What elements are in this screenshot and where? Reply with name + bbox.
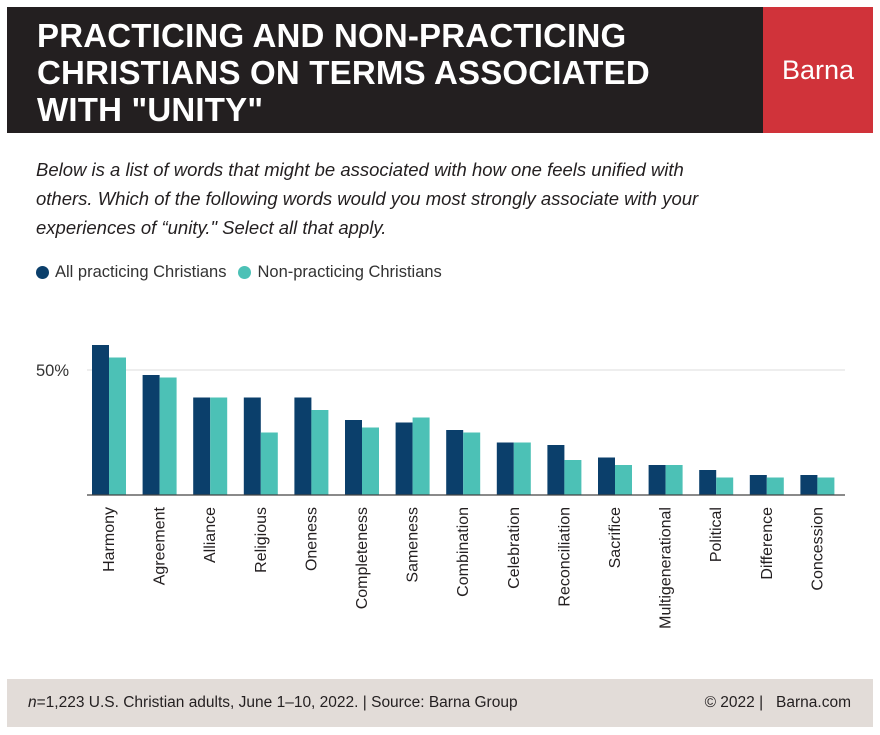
bar-practicing-alliance <box>193 397 211 495</box>
bar-practicing-agreement <box>142 375 160 495</box>
question-line-1: Below is a list of words that might be a… <box>36 159 684 180</box>
bar-non-practicing-sameness <box>412 417 430 495</box>
x-tick-label: Harmony <box>101 507 118 572</box>
bar-non-practicing-multigenerational <box>665 465 683 495</box>
bar-non-practicing-sacrifice <box>615 465 632 495</box>
bar-non-practicing-completeness <box>362 427 379 495</box>
question-line-3: experiences of “unity." Select all that … <box>36 217 387 238</box>
x-tick-label: Religious <box>253 507 270 573</box>
bar-practicing-difference <box>749 475 767 495</box>
x-tick-label: Sameness <box>405 507 422 583</box>
y-tick-label: 50% <box>36 362 69 380</box>
bar-non-practicing-concession <box>817 477 835 495</box>
bar-non-practicing-difference <box>766 477 784 495</box>
bar-practicing-harmony <box>92 345 109 495</box>
x-tick-label: Oneness <box>303 507 320 571</box>
bar-non-practicing-oneness <box>311 410 329 495</box>
chart-legend: All practicing Christians Non-practicing… <box>36 262 454 282</box>
bar-practicing-sacrifice <box>598 457 615 495</box>
bar-practicing-multigenerational <box>648 465 666 495</box>
bar-non-practicing-religious <box>260 432 278 495</box>
x-tick-label: Agreement <box>152 506 169 585</box>
bar-practicing-religious <box>243 397 261 495</box>
title-line-2: CHRISTIANS ON TERMS ASSOCIATED <box>37 54 650 91</box>
x-tick-label: Reconciliation <box>556 507 573 607</box>
bar-non-practicing-celebration <box>513 442 531 495</box>
bar-practicing-oneness <box>294 397 312 495</box>
x-tick-label: Combination <box>455 507 472 597</box>
legend-label: All practicing Christians <box>55 262 227 281</box>
footer-source: n=1,223 U.S. Christian adults, June 1–10… <box>28 694 518 712</box>
bar-non-practicing-harmony <box>109 357 126 495</box>
bar-practicing-reconciliation <box>547 445 565 495</box>
footer-copyright: © 2022 | Barna.com <box>704 694 851 711</box>
bar-practicing-celebration <box>496 442 514 495</box>
source-text: =1,223 U.S. Christian adults, June 1–10,… <box>36 694 518 711</box>
header-bar: PRACTICING AND NON-PRACTICING CHRISTIANS… <box>7 7 873 133</box>
logo-text: Barna <box>781 55 855 85</box>
page-title: PRACTICING AND NON-PRACTICING CHRISTIANS… <box>37 17 737 128</box>
x-tick-label: Completeness <box>354 507 371 609</box>
bar-practicing-political <box>699 470 717 495</box>
survey-question: Below is a list of words that might be a… <box>36 155 836 242</box>
bar-practicing-completeness <box>345 420 362 495</box>
bar-practicing-combination <box>446 430 464 495</box>
legend-label: Non-practicing Christians <box>257 262 442 281</box>
x-tick-label: Multigenerational <box>658 507 675 629</box>
legend-dot-icon <box>238 265 252 279</box>
barna-logo: Barna <box>763 7 873 133</box>
footer-bar: n=1,223 U.S. Christian adults, June 1–10… <box>7 679 873 727</box>
bar-non-practicing-combination <box>463 432 481 495</box>
legend-item-practicing: All practicing Christians <box>36 263 226 282</box>
sample-size-n: n <box>28 694 37 711</box>
x-tick-label: Sacrifice <box>607 507 624 568</box>
x-tick-label: Celebration <box>506 507 523 589</box>
bar-practicing-concession <box>800 475 818 495</box>
legend-item-non-practicing: Non-practicing Christians <box>238 262 442 282</box>
bar-non-practicing-alliance <box>210 397 228 495</box>
x-tick-label: Political <box>708 507 725 562</box>
x-tick-label: Difference <box>759 507 776 580</box>
bar-practicing-sameness <box>395 422 413 495</box>
bar-non-practicing-political <box>716 477 734 495</box>
bar-chart: 50% Harmony Agreement Alliance Religious Onen… <box>36 345 845 629</box>
x-tick-label: Alliance <box>202 507 219 563</box>
title-line-1: PRACTICING AND NON-PRACTICING <box>37 17 627 54</box>
title-line-3: WITH "UNITY" <box>37 91 264 128</box>
x-tick-label: Concession <box>809 507 826 591</box>
bar-non-practicing-reconciliation <box>564 460 582 495</box>
bar-non-practicing-agreement <box>159 377 177 495</box>
legend-dot-icon <box>36 265 49 279</box>
question-line-2: others. Which of the following words wou… <box>36 188 699 209</box>
